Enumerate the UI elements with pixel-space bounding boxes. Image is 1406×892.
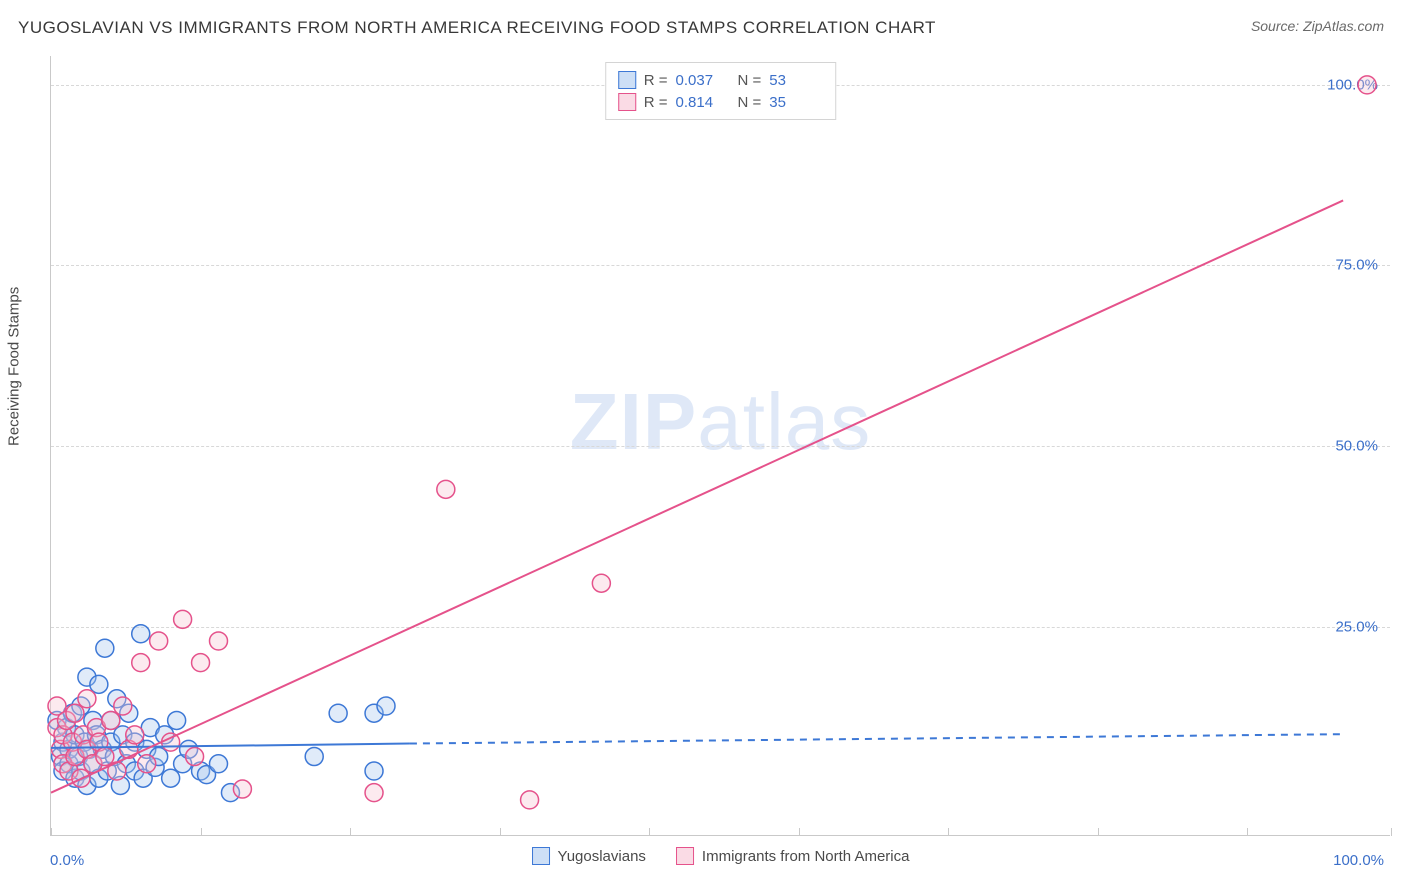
scatter-point <box>126 726 144 744</box>
scatter-point <box>210 632 228 650</box>
legend-swatch-1 <box>618 93 636 111</box>
scatter-point <box>90 675 108 693</box>
legend-r-value-0: 0.037 <box>676 72 730 89</box>
scatter-point <box>437 480 455 498</box>
scatter-point <box>592 574 610 592</box>
scatter-point <box>102 711 120 729</box>
legend-series-item-1: Immigrants from North America <box>676 847 910 865</box>
scatter-point <box>365 784 383 802</box>
legend-series-swatch-1 <box>676 847 694 865</box>
x-tick <box>1391 828 1392 836</box>
trend-line-dashed <box>410 734 1343 743</box>
scatter-point <box>1358 76 1376 94</box>
legend-r-label: R = <box>644 94 668 111</box>
scatter-point <box>150 632 168 650</box>
scatter-point <box>96 748 114 766</box>
legend-series-label-0: Yugoslavians <box>558 848 646 865</box>
y-axis-title: Receiving Food Stamps <box>6 287 23 446</box>
scatter-point <box>132 625 150 643</box>
legend-stats-row-1: R = 0.814 N = 35 <box>618 91 824 113</box>
x-axis-max-label: 100.0% <box>1333 852 1384 869</box>
scatter-point <box>377 697 395 715</box>
legend-stats: R = 0.037 N = 53 R = 0.814 N = 35 <box>605 62 837 120</box>
legend-r-label: R = <box>644 72 668 89</box>
scatter-point <box>186 748 204 766</box>
scatter-point <box>78 690 96 708</box>
source-value: ZipAtlas.com <box>1303 18 1384 34</box>
legend-n-label: N = <box>738 72 762 89</box>
scatter-point <box>365 762 383 780</box>
legend-r-value-1: 0.814 <box>676 94 730 111</box>
legend-series-item-0: Yugoslavians <box>532 847 646 865</box>
chart-title: YUGOSLAVIAN VS IMMIGRANTS FROM NORTH AME… <box>18 18 936 38</box>
scatter-point <box>168 711 186 729</box>
scatter-point <box>114 697 132 715</box>
x-axis-min-label: 0.0% <box>50 852 84 869</box>
plot-area: ZIPatlas R = 0.037 N = 53 R = 0.814 N = … <box>50 56 1390 836</box>
scatter-point <box>210 755 228 773</box>
legend-n-value-0: 53 <box>769 72 823 89</box>
legend-n-value-1: 35 <box>769 94 823 111</box>
legend-series-label-1: Immigrants from North America <box>702 848 910 865</box>
plot-svg <box>51 56 1390 835</box>
source-attribution: Source: ZipAtlas.com <box>1251 18 1384 34</box>
scatter-point <box>96 639 114 657</box>
legend-stats-row-0: R = 0.037 N = 53 <box>618 69 824 91</box>
source-label: Source: <box>1251 18 1303 34</box>
legend-n-label: N = <box>738 94 762 111</box>
scatter-point <box>132 654 150 672</box>
scatter-point <box>66 704 84 722</box>
scatter-point <box>138 755 156 773</box>
scatter-point <box>305 748 323 766</box>
scatter-point <box>174 610 192 628</box>
scatter-point <box>521 791 539 809</box>
trend-line <box>51 200 1343 792</box>
scatter-point <box>233 780 251 798</box>
legend-swatch-0 <box>618 71 636 89</box>
legend-series-swatch-0 <box>532 847 550 865</box>
scatter-point <box>162 769 180 787</box>
scatter-point <box>329 704 347 722</box>
legend-series: Yugoslavians Immigrants from North Ameri… <box>522 847 920 865</box>
scatter-point <box>192 654 210 672</box>
